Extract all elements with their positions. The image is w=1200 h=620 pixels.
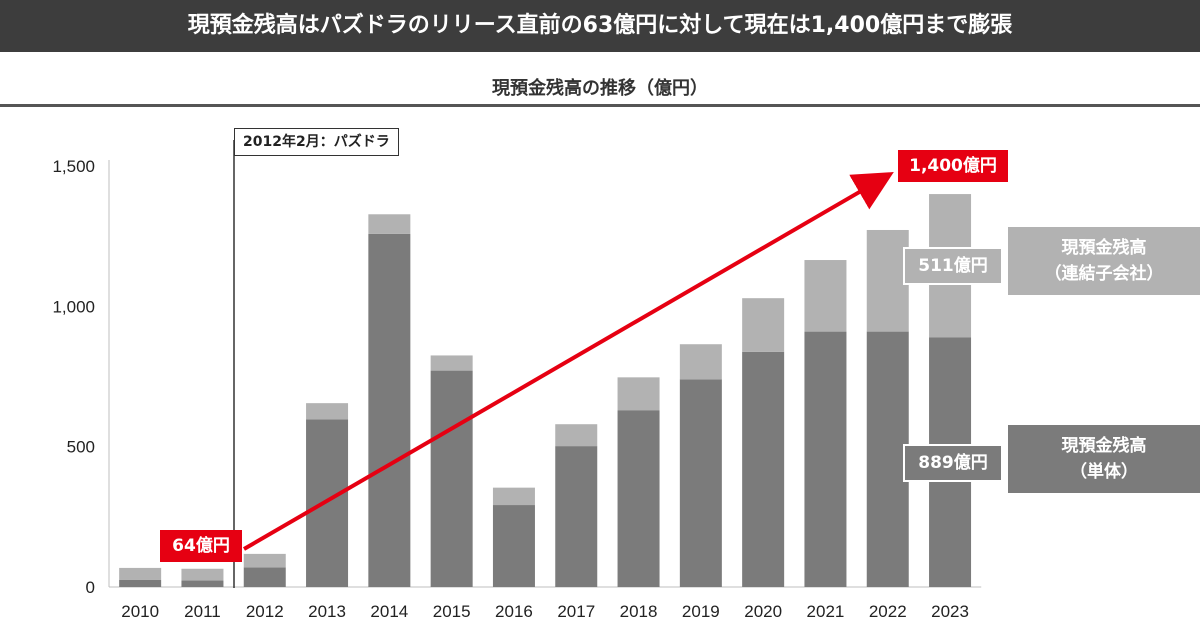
bar-standalone — [306, 419, 349, 587]
bar-standalone — [742, 351, 785, 587]
title-divider — [0, 104, 1200, 107]
bars-group — [119, 194, 972, 587]
bar-standalone — [430, 370, 473, 587]
x-tick-label: 2015 — [433, 602, 471, 620]
x-tick-label: 2021 — [807, 602, 845, 620]
bar-standalone — [119, 579, 162, 587]
start-value-callout: 64億円 — [160, 530, 242, 562]
legend-standalone: 現預金残高 （単体） — [1008, 425, 1200, 493]
bar-subsidiary — [368, 214, 411, 234]
subsidiary-value-label: 511億円 — [903, 247, 1003, 285]
x-tick-label: 2022 — [869, 602, 907, 620]
headline-banner: 現預金残高はパズドラのリリース直前の63億円に対して現在は1,400億円まで膨張 — [0, 0, 1200, 52]
bar-subsidiary — [804, 260, 847, 332]
bar-subsidiary — [119, 567, 162, 580]
legend-subsidiary: 現預金残高 （連結子会社） — [1008, 227, 1200, 295]
legend-standalone-line2: （単体） — [1070, 462, 1138, 482]
bar-standalone — [679, 379, 722, 587]
bar-subsidiary — [430, 355, 473, 371]
x-tick-label: 2012 — [246, 602, 284, 620]
chart-title: 現預金残高の推移（億円） — [492, 78, 708, 99]
legend-subsidiary-line2: （連結子会社） — [1044, 264, 1164, 284]
bar-subsidiary — [243, 553, 286, 568]
event-label: 2012年2月：パズドラ — [234, 128, 399, 156]
y-tick-label: 500 — [67, 438, 95, 457]
legend-standalone-line1: 現預金残高 — [1061, 436, 1147, 456]
x-tick-label: 2016 — [495, 602, 533, 620]
legend-subsidiary-line1: 現預金残高 — [1061, 238, 1147, 258]
bar-subsidiary — [866, 229, 909, 332]
bar-subsidiary — [181, 568, 224, 581]
bar-standalone — [555, 446, 598, 587]
x-tick-label: 2020 — [744, 602, 782, 620]
bar-subsidiary — [679, 344, 722, 380]
bar-standalone — [492, 505, 535, 587]
x-tick-label: 2011 — [184, 602, 221, 620]
bar-standalone — [368, 233, 411, 587]
y-tick-label: 1,000 — [52, 297, 95, 316]
x-tick-label: 2019 — [682, 602, 720, 620]
y-tick-label: 0 — [86, 578, 95, 597]
x-tick-label: 2010 — [121, 602, 159, 620]
x-tick-label: 2018 — [620, 602, 658, 620]
y-tick-label: 1,500 — [52, 157, 95, 176]
standalone-value-label: 889億円 — [903, 444, 1003, 482]
x-tick-label: 2014 — [370, 602, 408, 620]
bar-standalone — [243, 567, 286, 587]
bar-standalone — [181, 580, 224, 587]
bar-standalone — [866, 331, 909, 587]
end-value-callout: 1,400億円 — [898, 150, 1008, 182]
bar-subsidiary — [492, 487, 535, 506]
bar-subsidiary — [617, 377, 660, 411]
x-tick-label: 2017 — [557, 602, 595, 620]
x-tick-label: 2013 — [308, 602, 346, 620]
trend-arrow — [242, 172, 894, 551]
bar-subsidiary — [742, 298, 785, 352]
bar-subsidiary — [306, 403, 349, 420]
bar-subsidiary — [555, 424, 598, 447]
x-axis-labels: 2010 2011 2012 2013 2014 2015 2016 2017 2018 2019… — [121, 602, 969, 620]
bar-standalone — [804, 331, 847, 587]
bar-standalone — [617, 410, 660, 587]
x-tick-label: 2023 — [931, 602, 969, 620]
